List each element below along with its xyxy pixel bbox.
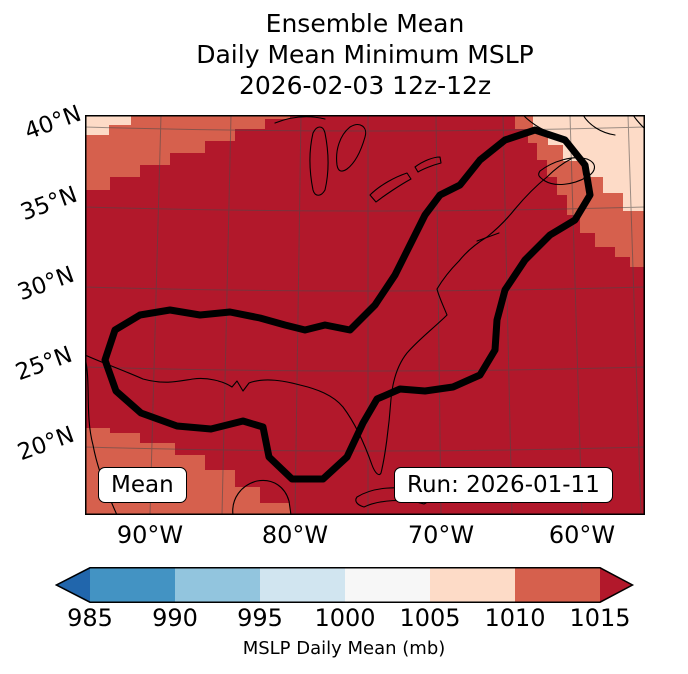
lat-label-35n: 35°N (17, 181, 81, 227)
lat-label-20n: 20°N (14, 421, 78, 467)
colorbar-tick-1005: 1005 (399, 604, 461, 632)
pressure-fill-1005-1010-nw (85, 115, 131, 135)
colorbar-segment-990-995 (175, 567, 260, 603)
map-canvas (84, 114, 646, 516)
colorbar-tick-1010: 1010 (484, 604, 546, 632)
mean-annotation-box: Mean (98, 467, 187, 503)
colorbar-tick-995: 995 (237, 604, 283, 632)
figure-title-line-2: Daily Mean Minimum MSLP (196, 40, 534, 69)
colorbar-tick-1000: 1000 (314, 604, 376, 632)
figure-title-line-3: 2026-02-03 12z-12z (238, 71, 492, 100)
colorbar-segment-1000-1005 (345, 567, 430, 603)
colorbar-tick-1015: 1015 (569, 604, 631, 632)
colorbar-segment-995-1000 (260, 567, 345, 603)
colorbar-label: MSLP Daily Mean (mb) (242, 638, 446, 659)
lon-label-60w: 60°W (548, 521, 616, 549)
colorbar (54, 567, 635, 603)
lat-label-30n: 30°N (14, 261, 78, 307)
colorbar-segment-1005-1010 (430, 567, 515, 603)
lat-label-25n: 25°N (12, 341, 76, 387)
figure-title-line-1: Ensemble Mean (265, 9, 465, 38)
colorbar-outline (54, 567, 635, 603)
map-border (85, 115, 645, 515)
colorbar-segment-985-990 (90, 567, 175, 603)
lon-label-80w: 80°W (261, 521, 329, 549)
colorbar-right-arrow (600, 567, 633, 603)
colorbar-segment-1010-1015 (515, 567, 600, 603)
run-annotation-box: Run: 2026-01-11 (394, 467, 613, 503)
map-plot (84, 114, 646, 516)
lat-label-40n: 40°N (21, 100, 85, 146)
graticule (84, 114, 646, 516)
lon-label-90w: 90°W (116, 521, 184, 549)
ensemble-contour-outline (101, 126, 594, 483)
lon-label-70w: 70°W (407, 521, 475, 549)
colorbar-tick-990: 990 (152, 604, 198, 632)
colorbar-tick-985: 985 (67, 604, 113, 632)
colorbar-left-arrow (55, 567, 90, 603)
colorbar-canvas (54, 567, 635, 603)
